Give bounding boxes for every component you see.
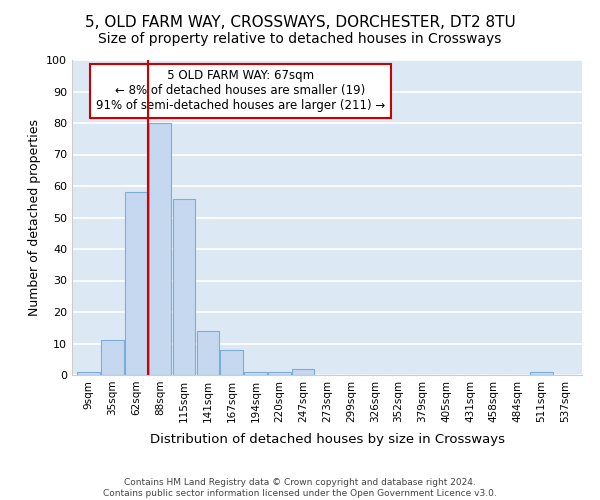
X-axis label: Distribution of detached houses by size in Crossways: Distribution of detached houses by size …: [149, 433, 505, 446]
Bar: [173, 198, 196, 375]
Bar: [125, 192, 148, 375]
Bar: [244, 372, 267, 375]
Y-axis label: Number of detached properties: Number of detached properties: [28, 119, 41, 316]
Bar: [530, 372, 553, 375]
Text: 5 OLD FARM WAY: 67sqm   
← 8% of detached houses are smaller (19)
91% of semi-de: 5 OLD FARM WAY: 67sqm ← 8% of detached h…: [95, 70, 385, 112]
Text: Contains HM Land Registry data © Crown copyright and database right 2024.
Contai: Contains HM Land Registry data © Crown c…: [103, 478, 497, 498]
Text: 5, OLD FARM WAY, CROSSWAYS, DORCHESTER, DT2 8TU: 5, OLD FARM WAY, CROSSWAYS, DORCHESTER, …: [85, 15, 515, 30]
Bar: [268, 372, 290, 375]
Bar: [77, 372, 100, 375]
Bar: [101, 340, 124, 375]
Bar: [149, 123, 172, 375]
Bar: [292, 368, 314, 375]
Text: Size of property relative to detached houses in Crossways: Size of property relative to detached ho…: [98, 32, 502, 46]
Bar: [220, 350, 243, 375]
Bar: [197, 331, 219, 375]
